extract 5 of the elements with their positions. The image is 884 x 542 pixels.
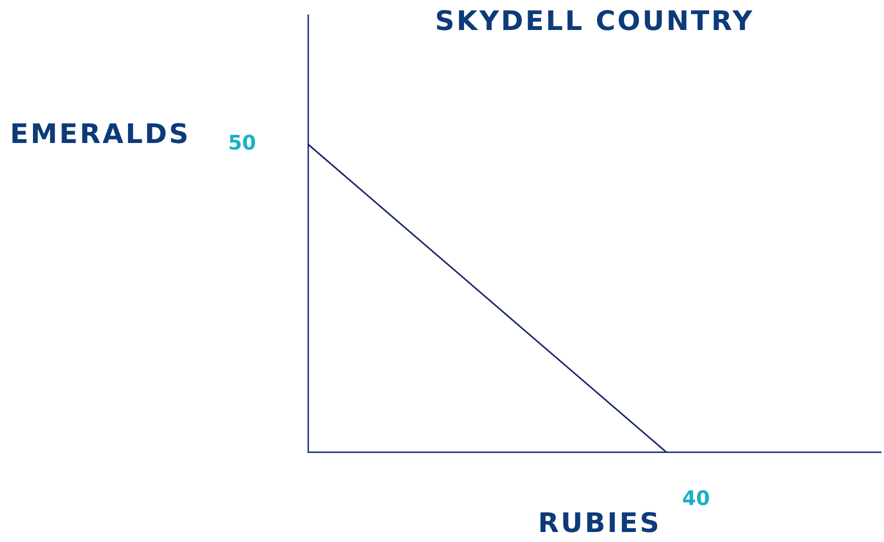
text: 40 (682, 486, 710, 510)
x-axis-title: RUBIES (538, 508, 662, 539)
text: 50 (228, 130, 256, 154)
y-axis-title: EMERALDS (10, 119, 191, 150)
chart-title: SKYDELL COUNTRY (435, 6, 754, 37)
